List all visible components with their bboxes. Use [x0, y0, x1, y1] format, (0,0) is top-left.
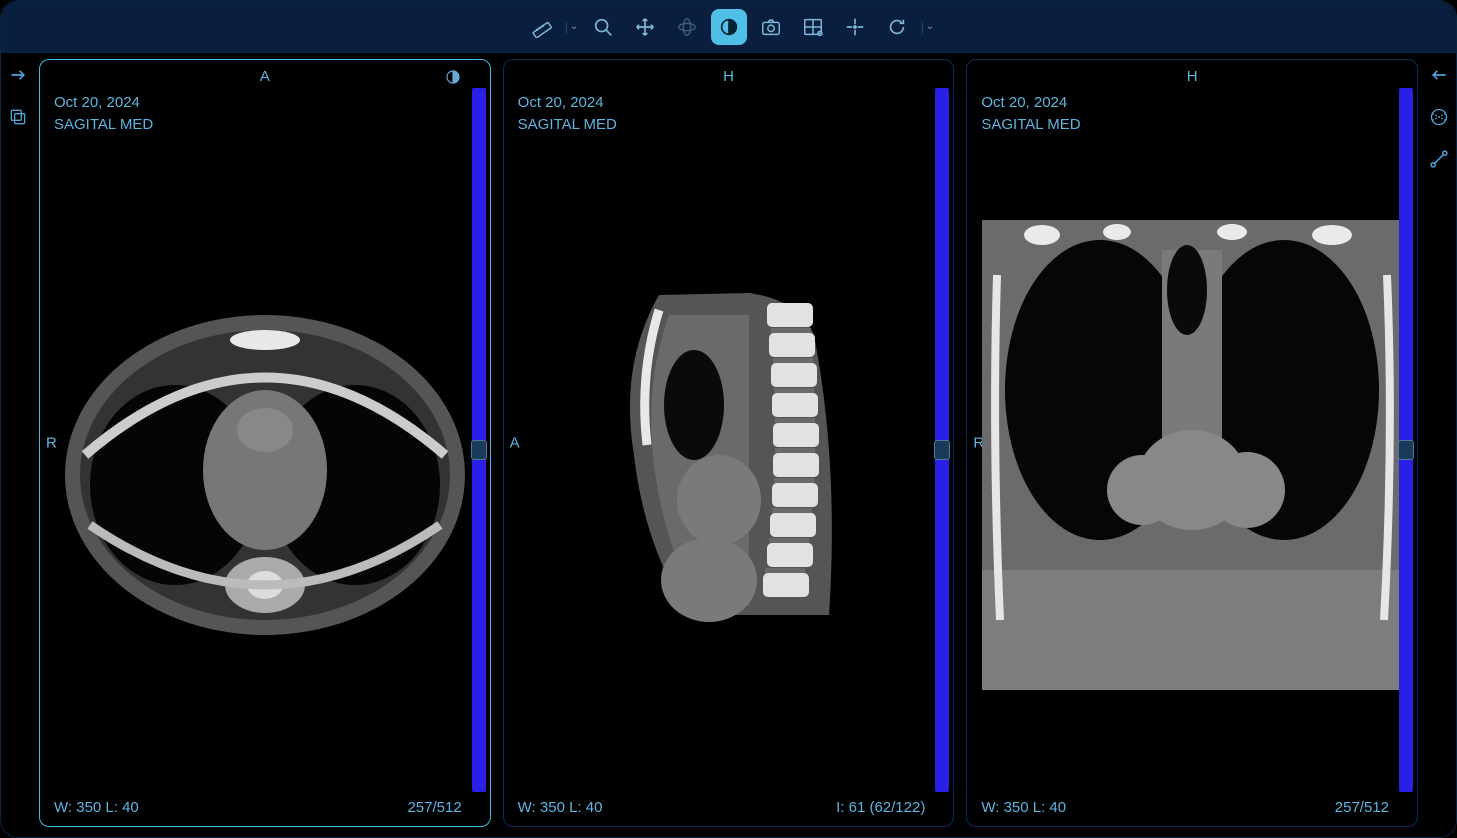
slice-slider[interactable] [472, 88, 486, 792]
study-date: Oct 20, 2024 [54, 92, 153, 114]
segmentation-icon[interactable] [1427, 105, 1451, 129]
series-name: SAGITAL MED [54, 114, 153, 136]
slice-index: 257/512 [407, 799, 461, 816]
study-date: Oct 20, 2024 [981, 92, 1080, 114]
right-side-panel [1422, 53, 1456, 837]
measure-line-icon[interactable] [1427, 147, 1451, 171]
reset-tool[interactable] [879, 9, 915, 45]
viewport-meta-top: Oct 20, 2024 SAGITAL MED [518, 92, 617, 136]
orientation-left: A [510, 435, 520, 452]
rotate-3d-tool[interactable] [669, 9, 705, 45]
slice-slider[interactable] [935, 88, 949, 792]
viewport-coronal[interactable]: H Oct 20, 2024 SAGITAL MED R [966, 59, 1418, 827]
pan-tool[interactable] [627, 9, 663, 45]
series-name: SAGITAL MED [981, 114, 1080, 136]
window-level-icon[interactable] [444, 68, 462, 86]
window-level-text: W: 350 L: 40 [518, 799, 603, 816]
viewport-axial[interactable]: A Oct 20, 2024 SAGITAL MED R [39, 59, 491, 827]
slider-thumb[interactable] [934, 440, 950, 460]
toolbar-dropdown-1[interactable]: ⌄ [565, 20, 579, 34]
expand-left-panel-icon[interactable] [6, 63, 30, 87]
window-level-text: W: 350 L: 40 [981, 799, 1066, 816]
left-side-panel [1, 53, 35, 837]
window-level-text: W: 350 L: 40 [54, 799, 139, 816]
slice-index: 257/512 [1335, 799, 1389, 816]
viewport-meta-top: Oct 20, 2024 SAGITAL MED [54, 92, 153, 136]
viewport-sagittal[interactable]: H Oct 20, 2024 SAGITAL MED A [503, 59, 955, 827]
slider-thumb[interactable] [471, 440, 487, 460]
viewport-meta-top: Oct 20, 2024 SAGITAL MED [981, 92, 1080, 136]
collapse-right-panel-icon[interactable] [1427, 63, 1451, 87]
study-date: Oct 20, 2024 [518, 92, 617, 114]
top-toolbar: ⌄ [1, 1, 1456, 53]
axial-scan-image [55, 285, 475, 655]
toolbar-dropdown-2[interactable]: ⌄ [921, 20, 935, 34]
slice-index: I: 61 (62/122) [836, 799, 925, 816]
slider-thumb[interactable] [1398, 440, 1414, 460]
coronal-scan-image [982, 220, 1402, 690]
viewport-grid: A Oct 20, 2024 SAGITAL MED R [35, 53, 1422, 837]
slice-slider[interactable] [1399, 88, 1413, 792]
dicom-viewer-app: ⌄ [0, 0, 1457, 838]
window-level-tool[interactable] [711, 9, 747, 45]
orientation-top: A [260, 68, 270, 85]
main-area: A Oct 20, 2024 SAGITAL MED R [1, 53, 1456, 837]
series-name: SAGITAL MED [518, 114, 617, 136]
zoom-tool[interactable] [585, 9, 621, 45]
layout-tool[interactable] [795, 9, 831, 45]
ruler-tool[interactable] [523, 9, 559, 45]
crosshair-tool[interactable] [837, 9, 873, 45]
copy-icon[interactable] [6, 105, 30, 129]
capture-tool[interactable] [753, 9, 789, 45]
orientation-top: H [723, 68, 734, 85]
orientation-top: H [1187, 68, 1198, 85]
sagittal-scan-image [599, 285, 859, 625]
